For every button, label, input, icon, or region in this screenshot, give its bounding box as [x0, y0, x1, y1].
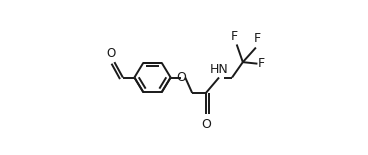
Text: HN: HN [210, 63, 229, 76]
Text: O: O [201, 118, 211, 131]
Text: O: O [106, 47, 115, 60]
Text: O: O [176, 71, 186, 84]
Text: F: F [230, 30, 237, 43]
Text: F: F [258, 57, 265, 70]
Text: F: F [254, 32, 261, 45]
